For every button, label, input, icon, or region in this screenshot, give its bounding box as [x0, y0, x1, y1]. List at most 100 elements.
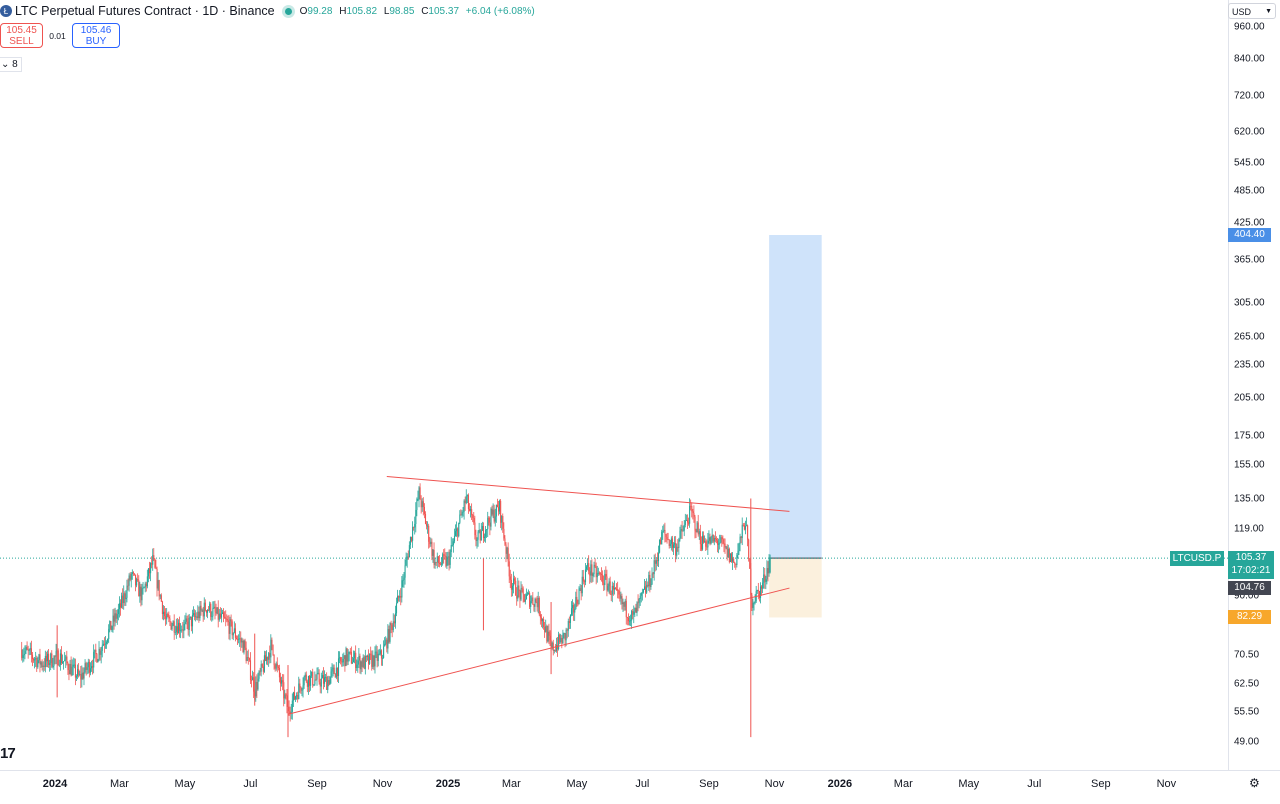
tradingview-logo[interactable]: 17 — [0, 745, 16, 762]
candle-body — [302, 685, 304, 690]
candle-body — [320, 678, 322, 687]
price-axis[interactable] — [1228, 0, 1280, 770]
candle-body — [406, 556, 408, 560]
time-tick-label: 2024 — [42, 778, 68, 790]
candle-body — [508, 561, 510, 577]
candle-body — [681, 529, 683, 532]
candle-body — [126, 585, 128, 598]
candle-body — [226, 619, 228, 621]
candle-body — [306, 681, 308, 687]
candle-body — [247, 657, 249, 659]
candle-body — [374, 651, 376, 667]
candle-body — [762, 582, 764, 589]
candle-body — [114, 613, 116, 622]
candle-body — [485, 529, 487, 537]
candle-body — [628, 620, 631, 622]
price-tick-label: 545.00 — [1234, 157, 1265, 169]
symbol-title[interactable]: LTC Perpetual Futures Contract · 1D · Bi… — [15, 4, 275, 18]
candle-body — [448, 556, 450, 565]
candle-body — [693, 512, 695, 517]
candle-body — [672, 544, 675, 548]
candle-body — [597, 572, 599, 574]
candle-body — [475, 535, 477, 541]
candle-body — [457, 528, 459, 537]
candle-body — [318, 672, 320, 683]
candle-body — [242, 640, 244, 653]
candle-body — [532, 597, 534, 605]
candle-body — [458, 522, 460, 537]
price-tick-label: 365.00 — [1234, 254, 1265, 266]
candle-body — [474, 522, 476, 536]
candle-body — [564, 633, 566, 641]
candle-body — [80, 674, 82, 680]
candle-body — [79, 674, 81, 675]
price-tick-label: 70.50 — [1234, 649, 1260, 661]
candle-body — [481, 525, 483, 531]
time-axis[interactable] — [0, 770, 1280, 804]
candle-body — [436, 556, 438, 563]
price-chart[interactable] — [0, 0, 1228, 770]
candle-body — [519, 590, 521, 600]
candle-body — [334, 673, 336, 678]
candle-body — [300, 687, 302, 691]
candle-body — [491, 508, 493, 515]
candle-body — [472, 515, 474, 518]
candle-body — [106, 642, 108, 644]
candle-body — [459, 514, 461, 523]
sell-button[interactable]: 105.45 SELL — [0, 23, 43, 48]
candle-body — [559, 634, 561, 642]
candle-body — [393, 621, 395, 624]
candle-body — [522, 588, 524, 595]
candle-body — [592, 574, 594, 576]
candle-body — [683, 524, 685, 531]
candle-body — [355, 652, 357, 668]
candle-body — [657, 552, 660, 562]
candle-body — [477, 531, 479, 540]
price-tick-label: 960.00 — [1234, 21, 1265, 33]
candle-body — [635, 607, 637, 613]
candle-body — [330, 671, 332, 677]
candle-body — [228, 622, 230, 634]
candle-body — [397, 595, 399, 604]
candle-body — [159, 595, 161, 597]
candle-body — [753, 602, 755, 604]
candle-body — [725, 546, 727, 548]
buy-button[interactable]: 105.46 BUY — [72, 23, 120, 48]
candle-body — [680, 529, 682, 531]
candle-body — [304, 674, 306, 677]
candle-body — [44, 655, 46, 667]
candle-body — [410, 537, 413, 541]
candle-body — [429, 541, 431, 545]
candle-body — [737, 550, 739, 556]
candle-body — [431, 541, 433, 556]
candle-body — [625, 600, 627, 618]
candle-body — [754, 601, 756, 603]
gear-icon[interactable]: ⚙ — [1249, 776, 1260, 790]
candle-body — [97, 659, 99, 663]
candle-body — [301, 689, 303, 691]
candle-body — [707, 540, 709, 548]
candle-body — [137, 579, 139, 581]
candle-body — [568, 621, 570, 623]
candle-body — [260, 664, 262, 672]
candle-body — [682, 530, 684, 532]
candle-body — [692, 511, 694, 513]
candle-body — [238, 638, 240, 640]
indicators-toggle[interactable]: ⌄ 8 — [0, 57, 22, 72]
candle-body — [641, 592, 643, 594]
candle-body — [620, 596, 622, 599]
price-tick-label: 305.00 — [1234, 297, 1265, 309]
candle-body — [626, 617, 628, 618]
candle-body — [654, 560, 656, 564]
candle-body — [333, 667, 335, 674]
currency-selector[interactable]: USD ▼ — [1228, 3, 1276, 19]
candle-body — [721, 537, 723, 540]
candle-body — [109, 620, 111, 629]
candle-body — [570, 608, 573, 615]
candle-body — [268, 653, 270, 660]
candle-body — [505, 544, 507, 554]
candle-body — [536, 602, 538, 608]
candle-body — [248, 658, 250, 661]
candle-body — [437, 556, 439, 563]
candle-body — [244, 640, 246, 648]
